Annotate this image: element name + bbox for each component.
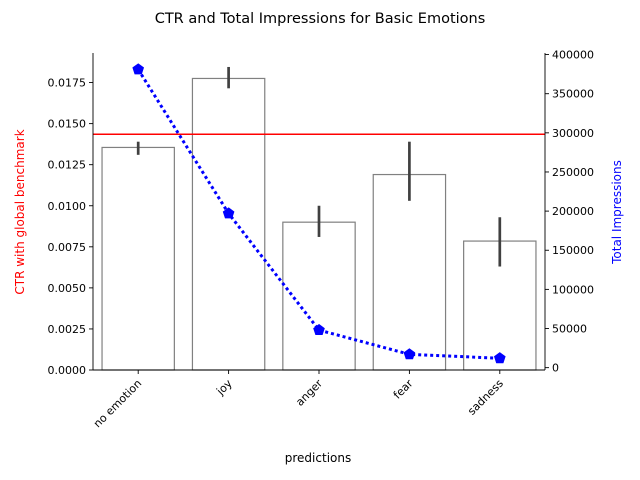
impressions-point-sadness <box>493 352 506 364</box>
impressions-point-fear <box>403 348 416 360</box>
right-tick-label: 300000 <box>552 127 594 140</box>
right-tick-label: 150000 <box>552 244 594 257</box>
right-y-axis-label: Total Impressions <box>610 160 624 265</box>
left-tick-label: 0.0075 <box>48 241 87 254</box>
right-tick-label: 0 <box>552 362 559 375</box>
chart-title: CTR and Total Impressions for Basic Emot… <box>155 11 486 27</box>
right-tick-label: 100000 <box>552 283 594 296</box>
bar-fear <box>372 173 447 371</box>
impressions-point-anger <box>313 323 325 336</box>
right-tick-label: 250000 <box>552 166 594 179</box>
bar-anger <box>282 221 356 371</box>
x-tick-label: fear <box>391 377 416 402</box>
left-tick-label: 0.0125 <box>48 159 87 172</box>
x-tick-label: anger <box>293 377 325 409</box>
error-bars-layer <box>136 66 502 267</box>
impressions-point-joy <box>222 207 235 219</box>
impressions-point-no-emotion <box>132 63 145 75</box>
axes-layer: 0.0000 0.0025 0.0050 0.0075 0.0100 0.0125 0.01… <box>48 49 595 431</box>
left-tick-label: 0.0150 <box>48 118 87 131</box>
left-tick-label: 0.0025 <box>48 323 87 336</box>
x-tick-label: no emotion <box>91 377 144 430</box>
right-tick-label: 200000 <box>552 205 594 218</box>
bar-joy <box>191 77 266 371</box>
bar-no-emotion <box>101 146 175 371</box>
x-tick-label: joy <box>213 377 235 399</box>
left-tick-label: 0.0100 <box>48 200 87 213</box>
x-axis-label: predictions <box>285 451 351 465</box>
impressions-layer <box>132 63 506 364</box>
left-y-axis-label: CTR with global benchmark <box>13 129 27 294</box>
labels-layer: CTR and Total Impressions for Basic Emot… <box>13 11 624 465</box>
right-tick-label: 350000 <box>552 88 594 101</box>
left-tick-label: 0.0000 <box>48 364 87 377</box>
right-tick-label: 400000 <box>552 49 594 62</box>
right-tick-label: 50000 <box>552 323 587 336</box>
left-tick-label: 0.0050 <box>48 282 87 295</box>
x-tick-label: sadness <box>465 377 506 418</box>
left-tick-label: 0.0175 <box>48 77 87 90</box>
